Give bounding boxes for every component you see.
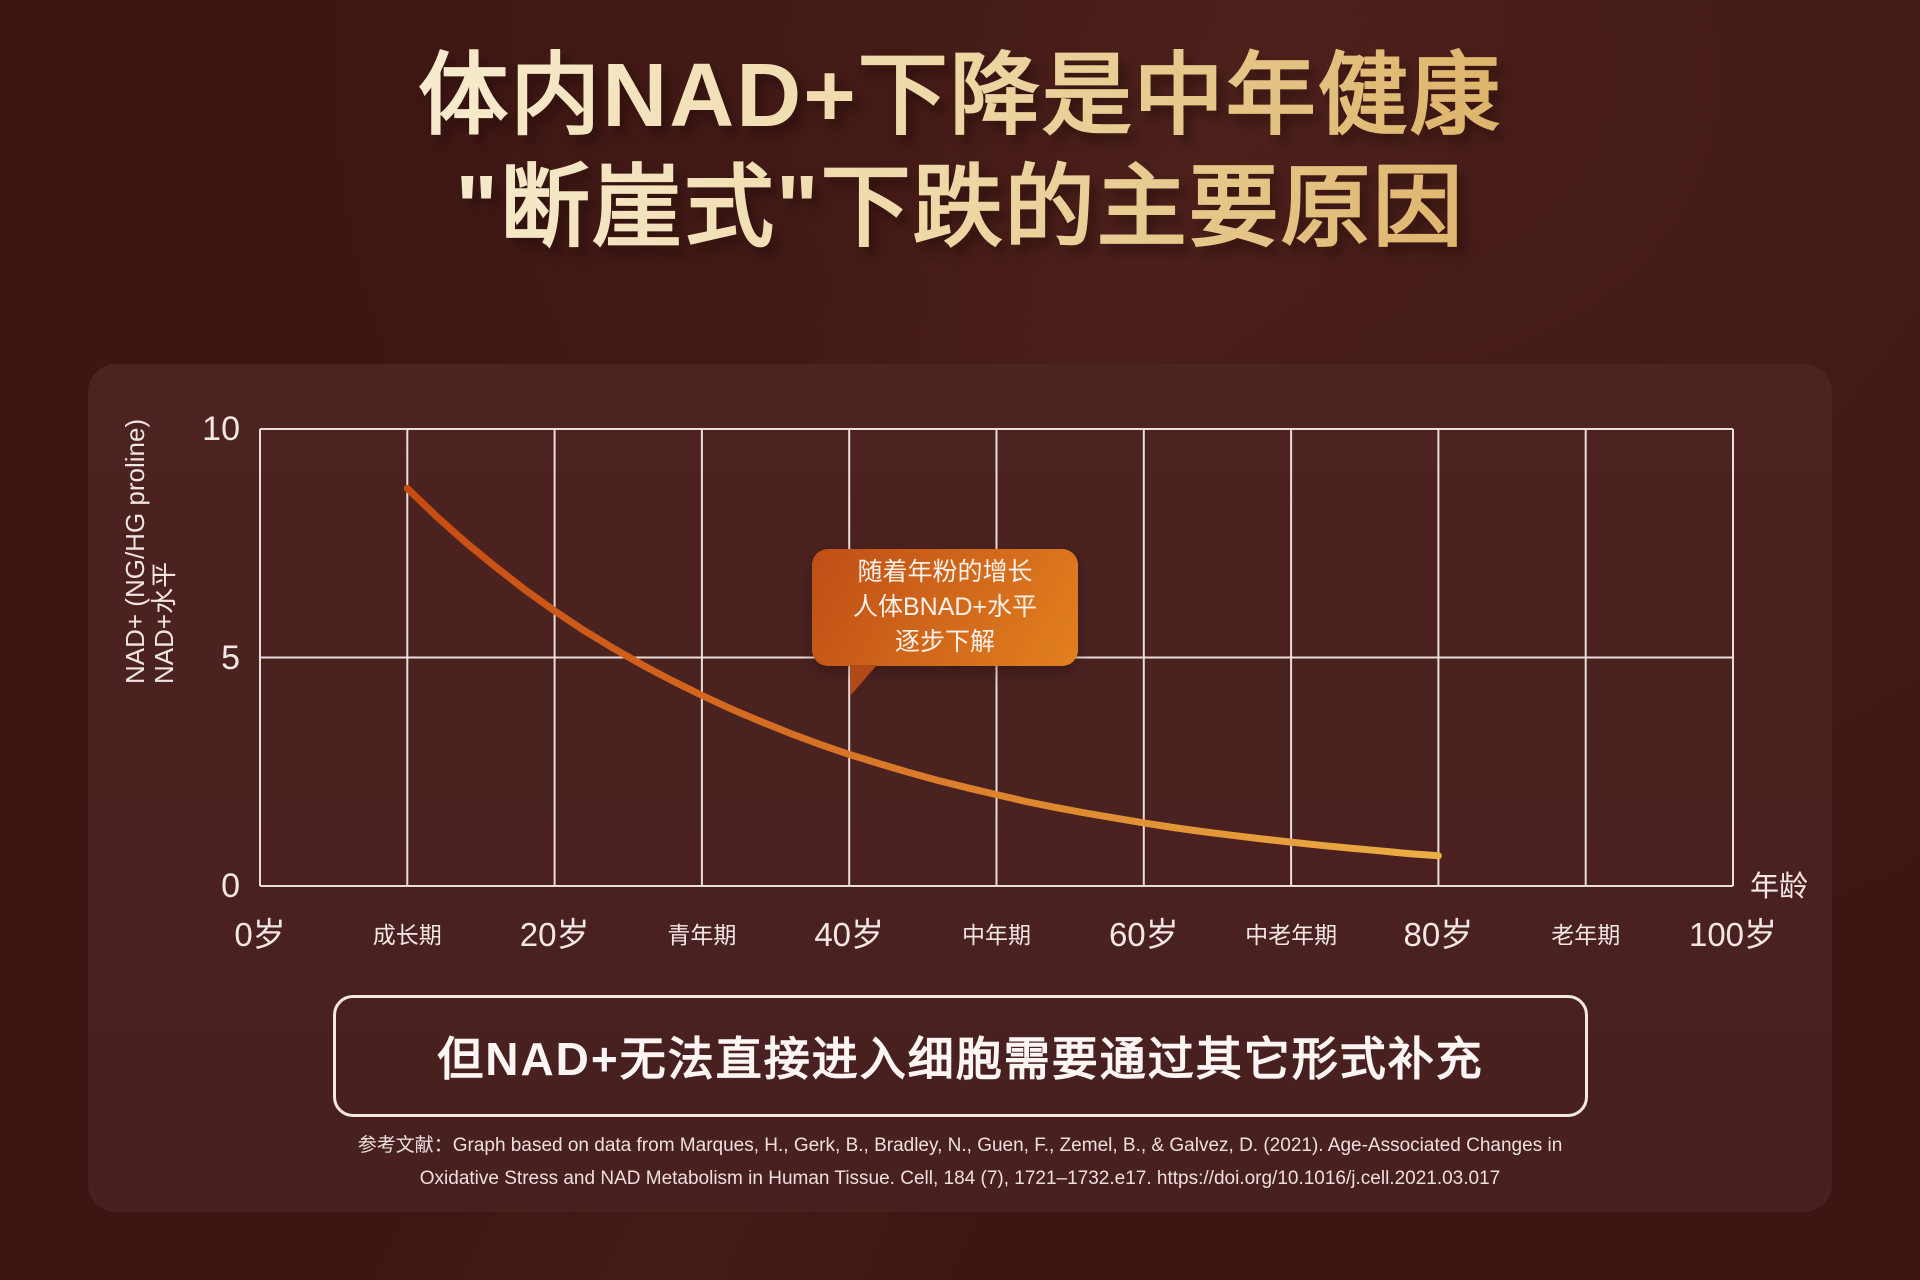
title-line-1: 体内NAD+下降是中年健康 (0, 40, 1920, 152)
callout-line-3: 逐步下解 (894, 628, 995, 656)
x-tick-label-30: 青年期 (667, 922, 737, 948)
x-tick-label-80: 80岁 (1403, 916, 1474, 953)
reference-line-1: 参考文献：Graph based on data from Marques, H… (357, 1135, 1563, 1156)
x-tick-label-70: 中老年期 (1245, 922, 1338, 948)
banner-text: 但NAD+无法直接进入细胞需要通过其它形式补充 (437, 1033, 1484, 1085)
annotation-callout: 随着年粉的增长 人体BNAD+水平 逐步下解 (812, 549, 1078, 696)
nad-decline-chart (259, 428, 1734, 887)
reference-citation: 参考文献：Graph based on data from Marques, H… (88, 1129, 1832, 1195)
x-tick-label-10: 成长期 (372, 922, 442, 948)
x-axis-title: 年龄 (1750, 871, 1809, 903)
page-title: 体内NAD+下降是中年健康 "断崖式"下跌的主要原因 (0, 40, 1920, 264)
title-line-2: "断崖式"下跌的主要原因 (0, 152, 1920, 264)
x-tick-label-60: 60岁 (1108, 916, 1179, 953)
callout-line-2: 人体BNAD+水平 (852, 593, 1038, 621)
x-tick-label-0: 0岁 (234, 916, 286, 953)
y-tick-label-5: 5 (221, 638, 240, 677)
x-tick-label-90: 老年期 (1551, 922, 1621, 948)
nad-decline-curve (403, 484, 1442, 860)
x-tick-label-50: 中年期 (962, 922, 1031, 948)
x-tick-label-40: 40岁 (814, 916, 885, 953)
y-tick-label-0: 0 (221, 867, 240, 905)
callout-line-1: 随着年粉的增长 (857, 558, 1033, 586)
chart-panel: NAD+ (NG/HG proline) NAD+水平 0 5 10 0岁 成长期 20… (88, 364, 1832, 1212)
x-tick-label-100: 100岁 (1688, 916, 1778, 953)
plot-area (259, 428, 1734, 887)
y-axis-label-line-1: NAD+ (NG/HG proline) (120, 418, 150, 684)
x-tick-label-20: 20岁 (519, 916, 590, 953)
reference-line-2: Oxidative Stress and NAD Metabolism in H… (419, 1168, 1501, 1189)
bottom-banner: 但NAD+无法直接进入细胞需要通过其它形式补充 (333, 995, 1588, 1117)
y-tick-label-10: 10 (202, 410, 240, 448)
